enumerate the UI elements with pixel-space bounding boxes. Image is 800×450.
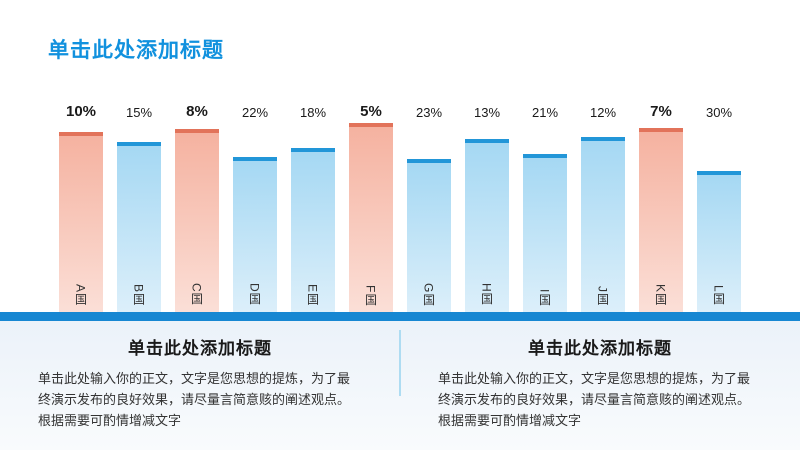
bar — [639, 128, 683, 312]
panel-title: 单击此处添加标题 — [528, 339, 672, 358]
bar-column: 21% I国 — [516, 103, 574, 312]
bar-column: 15% B国 — [110, 103, 168, 312]
category-label: A国 — [73, 283, 88, 306]
bar — [233, 157, 277, 312]
bar — [117, 142, 161, 312]
panel-body-text: 单击此处输入你的正文，文字是您思想的提炼，为了最终演示发布的良好效果，请尽量言简… — [38, 371, 351, 429]
category-label: D国 — [247, 283, 262, 306]
bar — [349, 123, 393, 312]
category-label: J国 — [595, 286, 610, 306]
bar — [581, 137, 625, 312]
category-label: H国 — [479, 283, 494, 306]
category-label: F国 — [363, 284, 378, 306]
bar-column: 5% F国 — [342, 103, 400, 312]
category-label: K国 — [653, 283, 668, 306]
percent-label: 12% — [589, 105, 617, 120]
bar-column: 12% J国 — [574, 103, 632, 312]
bar-column: 7% K国 — [632, 103, 690, 312]
bar-chart: 10% A国 15% B国 8% C国 22% D国 18% E国 5% F国 23% G国 13% H国 21… — [52, 103, 748, 312]
text-panel-left: 单击此处添加标题 单击此处输入你的正文，文字是您思想的提炼，为了最终演示发布的良… — [0, 321, 400, 450]
panel-body-text: 单击此处输入你的正文，文字是您思想的提炼，为了最终演示发布的良好效果，请尽量言简… — [438, 371, 751, 429]
accent-stripe — [0, 312, 800, 321]
category-label: E国 — [305, 283, 320, 306]
bar-column: 10% A国 — [52, 103, 110, 312]
bar-column: 22% D国 — [226, 103, 284, 312]
bar-column: 30% L国 — [690, 103, 748, 312]
percent-label: 8% — [186, 103, 208, 120]
category-label: B国 — [131, 283, 146, 306]
percent-label: 23% — [415, 105, 443, 120]
percent-label: 30% — [705, 105, 733, 120]
bar — [59, 132, 103, 312]
panel-divider — [399, 330, 401, 396]
percent-label: 15% — [125, 105, 153, 120]
percent-label: 22% — [241, 105, 269, 120]
slide-title: 单击此处添加标题 — [48, 39, 224, 62]
percent-label: 5% — [360, 103, 382, 120]
bar-column: 13% H国 — [458, 103, 516, 312]
category-label: I国 — [537, 288, 552, 306]
category-label: L国 — [711, 285, 726, 306]
bar — [465, 139, 509, 312]
bar-column: 8% C国 — [168, 103, 226, 312]
percent-label: 21% — [531, 105, 559, 120]
text-panel-right: 单击此处添加标题 单击此处输入你的正文，文字是您思想的提炼，为了最终演示发布的良… — [400, 321, 800, 450]
bar — [697, 171, 741, 312]
panel-title: 单击此处添加标题 — [128, 339, 272, 358]
bar — [523, 154, 567, 312]
bar-column: 18% E国 — [284, 103, 342, 312]
bar — [175, 129, 219, 312]
percent-label: 13% — [473, 105, 501, 120]
category-label: C国 — [189, 283, 204, 306]
percent-label: 7% — [650, 103, 672, 120]
bar-column: 23% G国 — [400, 103, 458, 312]
percent-label: 10% — [65, 103, 97, 120]
bar — [407, 159, 451, 312]
percent-label: 18% — [299, 105, 327, 120]
category-label: G国 — [421, 282, 436, 306]
bar — [291, 148, 335, 312]
